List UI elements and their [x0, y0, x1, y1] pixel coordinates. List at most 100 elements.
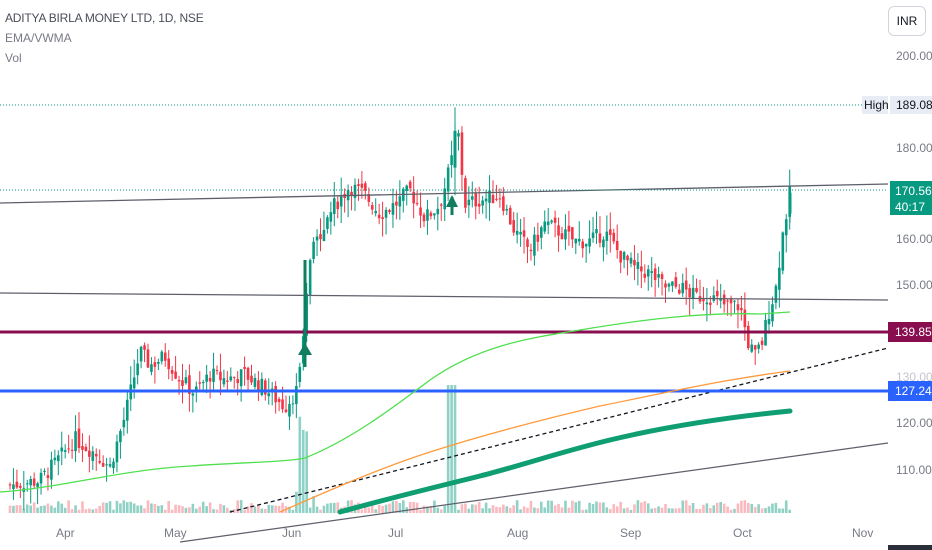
- volume-bar: [782, 509, 785, 513]
- volume-bar: [602, 502, 605, 513]
- candle-body: [381, 217, 384, 219]
- volume-bar: [775, 503, 778, 513]
- candle-body: [526, 239, 529, 247]
- candle-body: [533, 235, 536, 256]
- vwma-teal-line[interactable]: [340, 411, 790, 512]
- volume-bar: [412, 502, 415, 513]
- volume-bar: [309, 508, 312, 513]
- volume-bar: [140, 505, 143, 513]
- volume-bar: [85, 509, 88, 513]
- candle-body: [423, 215, 426, 222]
- level-label-2: 127.24: [895, 384, 932, 398]
- volume-bar: [88, 509, 91, 513]
- volume-bar: [640, 502, 643, 513]
- ema-green-line[interactable]: [0, 312, 790, 492]
- volume-bar: [161, 505, 164, 513]
- volume-bar: [102, 502, 105, 513]
- candle-body: [575, 239, 578, 244]
- candle-body: [392, 203, 395, 215]
- volume-bar: [43, 505, 46, 513]
- volume-bar: [105, 503, 108, 513]
- candle-body: [43, 471, 46, 472]
- volume-bar: [564, 501, 567, 513]
- candle-body: [688, 288, 691, 297]
- volume-bar: [409, 502, 412, 513]
- candle-body: [361, 184, 364, 188]
- volume-bar: [136, 506, 139, 513]
- candle-body: [716, 291, 719, 296]
- candle-body: [240, 369, 243, 386]
- candle-body: [592, 233, 595, 239]
- volume-bar: [164, 510, 167, 513]
- volume-bar: [657, 506, 660, 513]
- candle-body: [109, 464, 112, 466]
- volume-bar: [619, 502, 622, 513]
- trendline-middle[interactable]: [0, 293, 888, 300]
- volume-bar: [474, 505, 477, 513]
- volume-bar: [392, 501, 395, 513]
- volume-bar: [771, 504, 774, 513]
- volume-bar: [19, 505, 22, 513]
- volume-bar: [744, 500, 747, 513]
- candle-body: [702, 299, 705, 301]
- candle-body: [395, 202, 398, 206]
- trendline-dashed[interactable]: [230, 348, 888, 512]
- volume-bar: [588, 503, 591, 513]
- candle-body: [671, 282, 674, 286]
- volume-bar: [533, 508, 536, 513]
- candle-body: [509, 208, 512, 225]
- candle-body: [198, 382, 201, 383]
- volume-bar: [261, 509, 264, 513]
- candle-body: [599, 233, 602, 242]
- x-tick-label: Jun: [282, 526, 301, 540]
- volume-bar: [578, 501, 581, 513]
- candle-body: [409, 182, 412, 189]
- volume-bar: [92, 509, 95, 513]
- volume-bar: [550, 501, 553, 513]
- candle-body: [709, 303, 712, 305]
- candle-body: [726, 300, 729, 301]
- volume-bar: [119, 503, 122, 513]
- volume-bar: [109, 501, 112, 513]
- candle-body: [430, 213, 433, 216]
- candle-body: [112, 462, 115, 468]
- candle-body: [650, 271, 653, 273]
- volume-bar: [381, 506, 384, 513]
- volume-bar: [454, 385, 457, 513]
- candle-body: [782, 232, 785, 270]
- candle-body: [733, 301, 736, 302]
- candle-body: [164, 353, 167, 361]
- candle-body: [92, 451, 95, 461]
- candle-body: [564, 229, 567, 239]
- candle-body: [143, 345, 146, 349]
- volume-bar: [316, 507, 319, 513]
- candle-body: [685, 281, 688, 290]
- volume-bar: [540, 502, 543, 513]
- volume-bar: [185, 508, 188, 513]
- candle-body: [178, 380, 181, 381]
- volume-bar: [461, 504, 464, 513]
- volume-bar: [368, 508, 371, 513]
- volume-bar: [757, 504, 760, 513]
- volume-bar: [512, 505, 515, 513]
- candle-body: [133, 377, 136, 388]
- volume-bar: [112, 510, 115, 513]
- volume-bar: [81, 501, 84, 513]
- volume-bar: [40, 506, 43, 513]
- candle-body: [647, 269, 650, 276]
- volume-bar: [723, 504, 726, 513]
- volume-bar: [685, 500, 688, 513]
- price-tick: 180.00: [896, 141, 932, 155]
- volume-bar: [557, 504, 560, 513]
- volume-bar: [440, 509, 443, 513]
- volume-bar: [695, 509, 698, 513]
- candle-body: [167, 358, 170, 369]
- candle-body: [461, 132, 464, 175]
- candle-body: [568, 226, 571, 232]
- volume-bar: [150, 503, 153, 513]
- volume-bar: [219, 504, 222, 513]
- candle-body: [740, 308, 743, 310]
- candle-body: [633, 260, 636, 265]
- price-tick: 120.00: [896, 416, 932, 430]
